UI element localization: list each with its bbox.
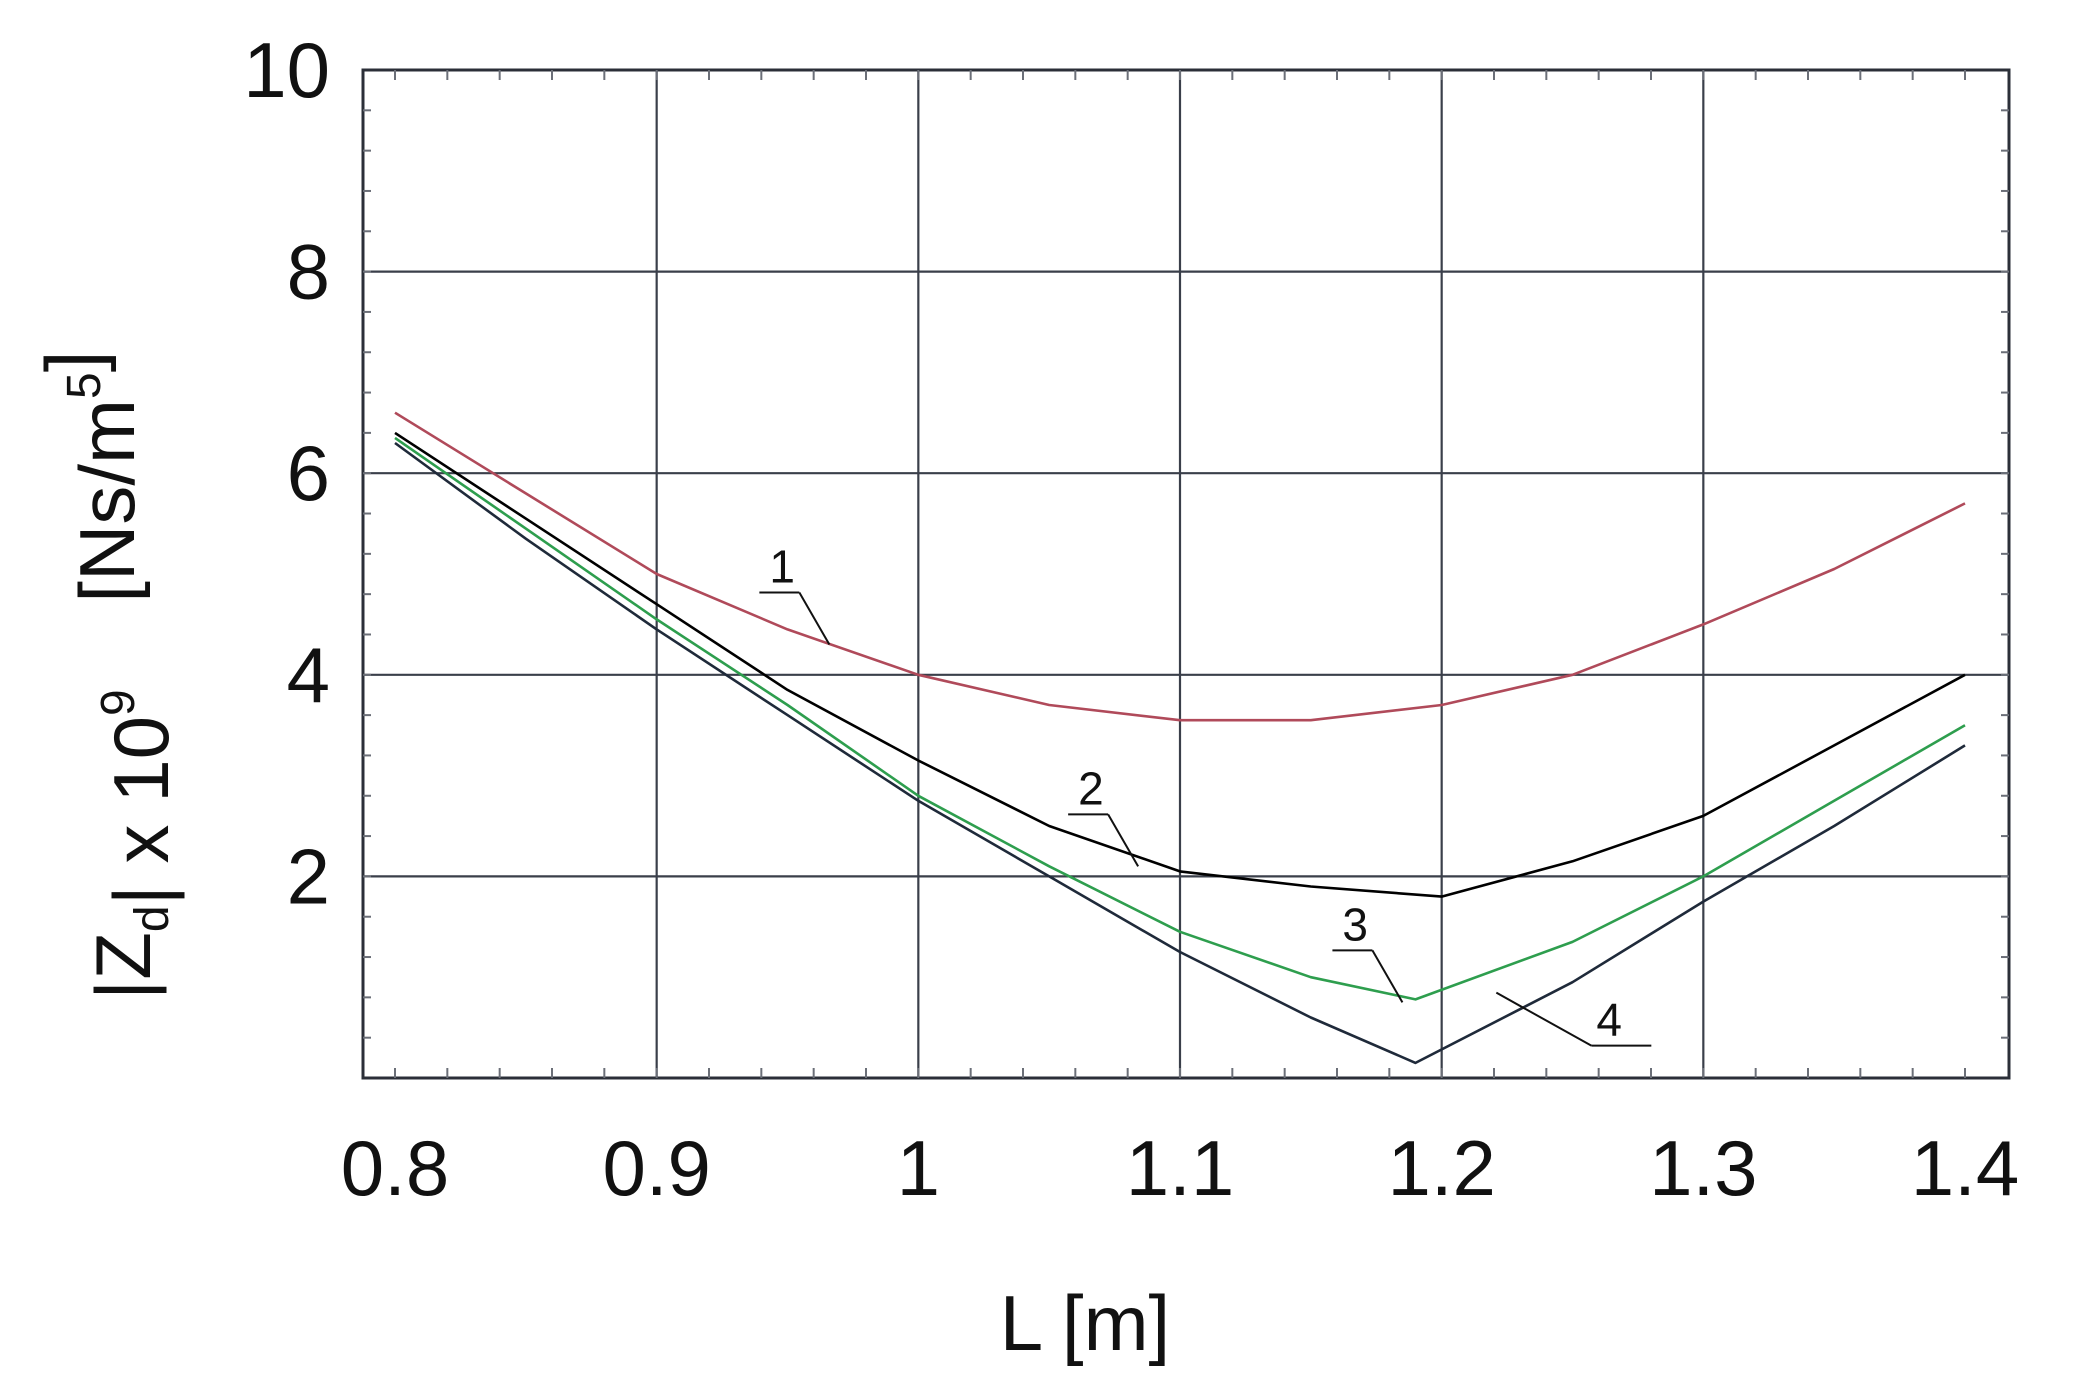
series-2-line [394, 431, 1966, 898]
series-4-line [394, 441, 1966, 1065]
y-axis-title-part: d [126, 905, 179, 932]
series-3-line [394, 436, 1966, 1001]
curve-label-4: 4 [1596, 994, 1622, 1046]
y-tick-label: 4 [287, 631, 330, 719]
plot-frame [361, 68, 2011, 1080]
series-lines [394, 411, 1966, 1065]
y-tick-label: 8 [287, 228, 330, 316]
curve-label-leader [1495, 991, 1592, 1047]
series-1-line [394, 411, 1966, 722]
curve-label-3: 3 [1342, 898, 1368, 950]
x-tick-label: 1.4 [1911, 1124, 2019, 1212]
y-tick-label: 10 [243, 26, 330, 114]
y-axis-title: |Zd| x 109 [Ns/m5] [29, 351, 185, 1000]
curve-label-leader [798, 592, 831, 646]
plot-frame-rect [361, 68, 2011, 1080]
y-axis-title-part: 9 [92, 689, 145, 716]
x-tick-label: 1 [897, 1124, 940, 1212]
axis-ticks [363, 70, 2009, 1078]
x-axis-title: L [m] [1000, 1279, 1170, 1367]
curve-label-leader [1371, 949, 1404, 1003]
curve-labels: 1 2 3 4 [759, 541, 1652, 1047]
y-tick-label: 6 [287, 429, 330, 517]
grid-lines [363, 70, 2009, 1078]
curve-label-2: 2 [1078, 762, 1104, 814]
x-tick-label: 1.2 [1387, 1124, 1495, 1212]
y-axis-title-part: ] [29, 351, 117, 373]
y-tick-label: 2 [287, 832, 330, 920]
curve-label-leader [1107, 813, 1139, 867]
x-tick-label: 1.1 [1126, 1124, 1234, 1212]
x-tick-label: 0.8 [341, 1124, 449, 1212]
axis-text: 0.8 0.9 1 1.1 1.2 1.3 1.4 2 4 6 8 10 L [m] |Zd| x 109… [29, 26, 2019, 1367]
x-tick-label: 0.9 [602, 1124, 710, 1212]
y-axis-title-part: 5 [58, 372, 111, 399]
curve-label-1: 1 [769, 541, 795, 593]
y-axis-title-part: [Ns/m [63, 399, 151, 689]
x-tick-label: 1.3 [1649, 1124, 1757, 1212]
y-axis-title-part: |Z [79, 932, 167, 1000]
y-axis-title-part: | x 10 [97, 716, 185, 905]
